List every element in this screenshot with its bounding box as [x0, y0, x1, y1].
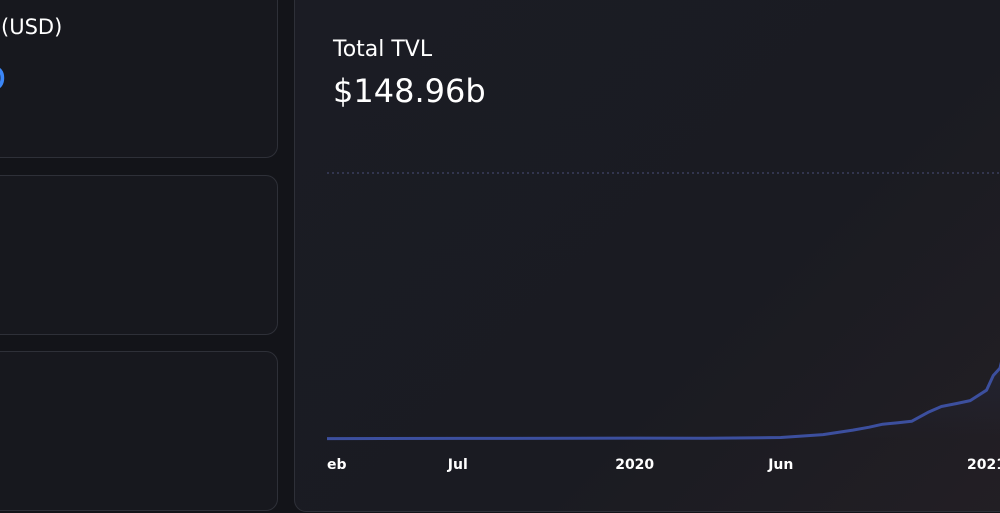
- stat-card-2: [0, 175, 278, 335]
- stat-card-3: [0, 351, 278, 511]
- x-tick-label: 2020: [615, 457, 654, 473]
- tvl-chart: eb Jul 2020 Jun 2021: [326, 172, 1000, 473]
- tvl-area: [327, 368, 1000, 439]
- x-tick-label: Jun: [767, 457, 793, 473]
- chart-title: Total TVL: [333, 37, 433, 62]
- chart-total-value: $148.96b: [333, 72, 486, 110]
- x-tick-label: 2021: [967, 457, 1000, 473]
- stat-card-1-label: d (USD): [0, 15, 63, 39]
- tvl-series-line: [326, 361, 1000, 441]
- tvl-chart-panel: Total TVL $148.96b eb Jul 2020 Jun 2021: [294, 0, 1000, 512]
- stat-card-1-value: b: [0, 53, 6, 99]
- stat-card-1: d (USD) b: [0, 0, 278, 158]
- x-tick-label: eb: [327, 457, 347, 473]
- x-tick-label: Jul: [447, 457, 468, 473]
